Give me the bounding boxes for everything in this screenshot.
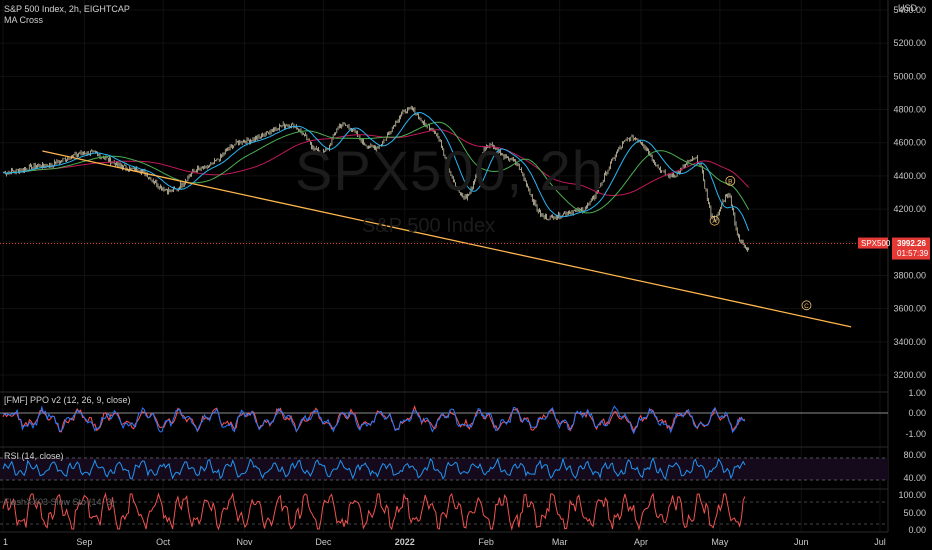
price-tag-value: 3992.26 <box>897 239 926 248</box>
oscillator-tick-label: 80.00 <box>903 450 926 460</box>
time-tick-label: Jul <box>874 537 886 547</box>
time-tick-label: Feb <box>478 537 494 547</box>
price-tick-label: 5200.00 <box>893 38 926 48</box>
ppo-line <box>2 405 746 435</box>
ma-mid-line <box>2 121 750 214</box>
wave-label-text: B <box>728 178 732 185</box>
wave-label-C <box>801 300 812 311</box>
oscillator-tick-label: 100.00 <box>898 490 926 500</box>
ma-fast-line <box>2 111 750 231</box>
price-tick-label: 3400.00 <box>893 337 926 347</box>
trendline <box>42 150 852 328</box>
price-tick-label: 4200.00 <box>893 204 926 214</box>
wave-label-B <box>725 175 736 186</box>
price-tick-label: 4800.00 <box>893 105 926 115</box>
time-tick-label: Oct <box>156 537 171 547</box>
price-tag-bg <box>892 237 930 260</box>
time-tick-label: Apr <box>634 537 648 547</box>
oscillator-tick-label: 1.00 <box>908 388 926 398</box>
rsi-line <box>2 456 746 480</box>
time-tick-label: Sep <box>76 537 92 547</box>
time-tick-label: 2022 <box>395 537 415 547</box>
ma-slow-line <box>2 129 750 196</box>
price-tick-label: 4400.00 <box>893 171 926 181</box>
watermark-symbol: SPX500, 2h <box>295 139 604 202</box>
wave-label-text: C <box>804 303 809 310</box>
currency-label[interactable]: USD <box>898 3 918 13</box>
price-tick-label: 3600.00 <box>893 304 926 314</box>
price-tick-label: 5000.00 <box>893 71 926 81</box>
price-tick-label: 3200.00 <box>893 370 926 380</box>
chart-title[interactable]: S&P 500 Index, 2h, EIGHTCAP <box>4 4 130 14</box>
rsi-pane-label[interactable]: RSI (14, close) <box>4 451 64 461</box>
oscillator-tick-label: 50.00 <box>903 508 926 518</box>
ma-cross-label[interactable]: MA Cross <box>4 15 44 25</box>
price-tag-symbol: SPX500 <box>861 239 891 248</box>
oscillator-tick-label: 40.00 <box>903 473 926 483</box>
time-axis: 1 Sep Oct Nov Dec 2022 Feb Mar Apr May Jun Jul <box>3 537 886 547</box>
oscillator-tick-label: -1.00 <box>905 429 926 439</box>
watermark-name: S&P 500 Index <box>362 215 496 237</box>
grid <box>0 0 888 532</box>
stoch-line <box>2 492 746 531</box>
ppo-pane-label[interactable]: [FMF] PPO v2 (12, 26, 9, close) <box>4 395 131 405</box>
price-tick-label: 5400.00 <box>893 5 926 15</box>
time-tick-label: Nov <box>237 537 254 547</box>
price-tick-label: 3800.00 <box>893 270 926 280</box>
time-tick-label: 1 <box>3 537 8 547</box>
time-tick-label: May <box>711 537 729 547</box>
price-tag-symbol-bg <box>858 237 888 249</box>
oscillator-tick-label: 0.00 <box>908 408 926 418</box>
price-tick-label: 4600.00 <box>893 138 926 148</box>
price-tag-countdown: 01:57:39 <box>897 249 929 258</box>
price-axis: 5400.00 5200.00 5000.00 4800.00 4600.00 4400.… <box>893 5 926 380</box>
time-tick-label: Dec <box>315 537 332 547</box>
stoch-pane-label[interactable]: FlashXX03 Slow Sto (14, 3) <box>4 497 115 507</box>
time-tick-label: Jun <box>794 537 809 547</box>
oscillator-tick-label: 0.00 <box>908 525 926 535</box>
wave-label-A <box>709 215 720 226</box>
wave-label-text: A <box>712 218 717 225</box>
candles <box>3 105 750 252</box>
time-tick-label: Mar <box>552 537 568 547</box>
